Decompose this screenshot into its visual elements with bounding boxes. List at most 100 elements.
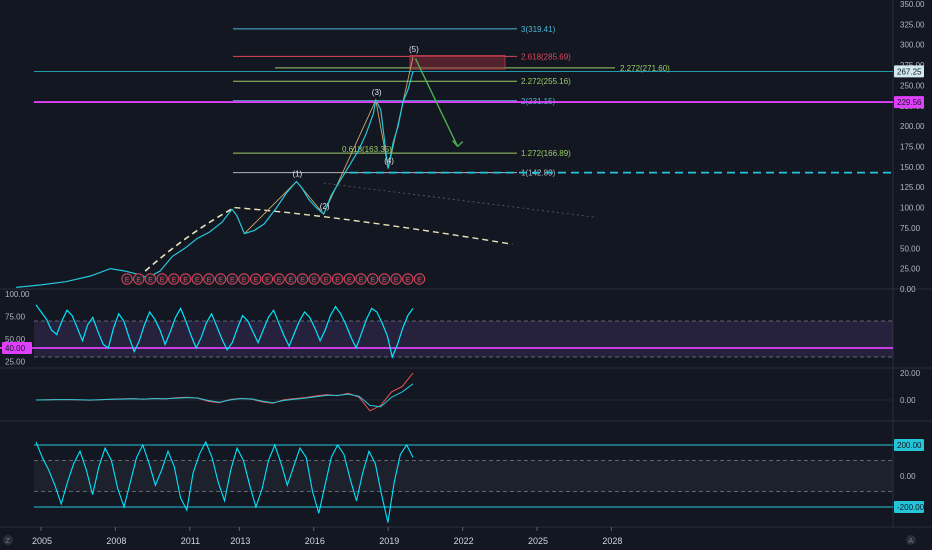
- cci-level-badge: 200.00: [897, 441, 922, 450]
- event-marker-circle: [320, 273, 332, 285]
- time-tick-label: 2019: [379, 536, 399, 546]
- rsi-tick-label: 75.00: [5, 313, 26, 322]
- current-price-badge: 267.25: [897, 67, 922, 76]
- event-marker-label: E: [417, 277, 422, 284]
- event-marker-circle: [261, 273, 274, 285]
- magenta-line-badge: 229.56: [897, 98, 922, 107]
- event-marker-label: E: [394, 277, 399, 284]
- time-tick-label: 2025: [528, 536, 548, 546]
- macd-signal-line: [35, 383, 414, 408]
- wave-label: (3): [372, 88, 382, 97]
- rsi-tick-label: 100.00: [5, 290, 30, 299]
- cci-band: [34, 460, 893, 492]
- macd-tick-label: 0.00: [900, 396, 916, 405]
- trendline-dashed-fall: [234, 206, 513, 245]
- event-marker-circle: [390, 273, 402, 285]
- event-marker-label: E: [265, 277, 270, 284]
- fib-extra-label: 0.618(163.35): [342, 145, 392, 154]
- price-tick-label: 25.00: [900, 265, 921, 274]
- time-tick-label: 2008: [106, 536, 126, 546]
- event-marker-label: E: [370, 277, 375, 284]
- scale-z-icon: Z: [6, 538, 11, 545]
- scale-auto-icon: A: [909, 538, 914, 545]
- event-marker-label: E: [183, 277, 188, 284]
- event-marker-label: E: [207, 277, 212, 284]
- event-marker-circle: [402, 273, 414, 285]
- event-marker-circle: [203, 273, 215, 285]
- event-marker-label: E: [359, 277, 364, 284]
- event-marker-circle: [308, 273, 320, 285]
- event-marker-label: E: [218, 277, 223, 284]
- time-tick-label: 2022: [454, 536, 474, 546]
- event-marker-label: E: [300, 277, 305, 284]
- wave-label: (1): [292, 170, 302, 179]
- wave-label: (4): [384, 156, 394, 165]
- price-tick-label: 350.00: [900, 0, 925, 9]
- current-price-badge-bg: [894, 65, 924, 78]
- event-marker-label: E: [160, 277, 165, 284]
- event-marker-circle: [214, 273, 227, 285]
- event-marker-circle: [343, 273, 355, 285]
- rsi-series-line: [35, 304, 414, 359]
- time-tick-label: 2005: [32, 536, 52, 546]
- event-marker-circle: [168, 273, 180, 285]
- rsi-marker-badge-bg: [2, 342, 32, 354]
- scale-z-icon-bg: [3, 535, 13, 545]
- price-tick-label: 100.00: [900, 204, 925, 213]
- event-marker-circle: [226, 273, 239, 285]
- price-tick-label: 75.00: [900, 224, 921, 233]
- panel-frames: [0, 0, 932, 528]
- cci-panel[interactable]: 200.00 0.00 -200.00: [34, 439, 925, 523]
- event-marker-circle: [378, 273, 391, 285]
- cci-level-badge: -200.00: [897, 503, 925, 512]
- event-marker-label: E: [312, 277, 317, 284]
- macd-panel[interactable]: 20.00 0.00: [34, 369, 921, 412]
- time-tick-label: 2016: [305, 536, 325, 546]
- event-marker-label: E: [289, 277, 294, 284]
- trendline-dotted: [323, 182, 597, 218]
- price-series-line: [16, 71, 414, 288]
- event-marker-label: E: [230, 277, 235, 284]
- price-tick-label: 125.00: [900, 183, 925, 192]
- fib-level-label: 2.272(255.16): [521, 77, 571, 86]
- fib-level-label: 2.272(271.60): [620, 64, 670, 73]
- projection-arrow-shaft: [414, 58, 459, 147]
- wave-label: (5): [409, 45, 419, 54]
- target-zone-box: [409, 54, 506, 70]
- price-tick-label: 0.00: [900, 285, 916, 294]
- event-marker-label: E: [242, 277, 247, 284]
- event-marker-circle: [191, 273, 203, 285]
- time-tick-label: 2013: [230, 536, 250, 546]
- trendline-dashed-rise: [144, 206, 235, 272]
- rsi-tick-label: 25.00: [5, 358, 26, 367]
- event-marker-label: E: [136, 277, 141, 284]
- event-marker-label: E: [125, 277, 130, 284]
- cci-tick-label: 0.00: [900, 472, 916, 481]
- event-marker-circle: [179, 273, 192, 285]
- event-marker-circle: [285, 273, 297, 285]
- fib-level-label: 2.618(285.69): [521, 52, 571, 61]
- cci-series-line: [35, 440, 414, 523]
- event-marker-circle: [133, 273, 145, 285]
- rsi-panel[interactable]: 100.00 75.00 50.00 25.00 40.00: [0, 290, 893, 367]
- price-tick-label: 250.00: [900, 81, 925, 90]
- price-panel[interactable]: 0.00 25.00 50.00 75.00 100.00 125.00 150.00 175…: [16, 0, 925, 294]
- cci-level-badge-bg: [894, 439, 924, 451]
- event-marker-circle: [355, 273, 367, 285]
- time-tick-label: 2011: [181, 536, 200, 546]
- event-marker-circle: [331, 273, 344, 285]
- event-marker-circle: [156, 273, 168, 285]
- event-marker-circle: [121, 273, 133, 285]
- event-marker-label: E: [172, 277, 177, 284]
- event-marker-circle: [367, 273, 379, 285]
- price-tick-label: 50.00: [900, 244, 921, 253]
- wave-label: (2): [320, 202, 330, 211]
- time-tick-label: 2028: [602, 536, 622, 546]
- event-marker-circle: [250, 273, 262, 285]
- price-tick-label: 200.00: [900, 122, 925, 131]
- time-axis[interactable]: 2005 2008 2011 2013 2016 2019 2022 2025 2028: [32, 527, 622, 546]
- price-tick-label: 175.00: [900, 143, 925, 152]
